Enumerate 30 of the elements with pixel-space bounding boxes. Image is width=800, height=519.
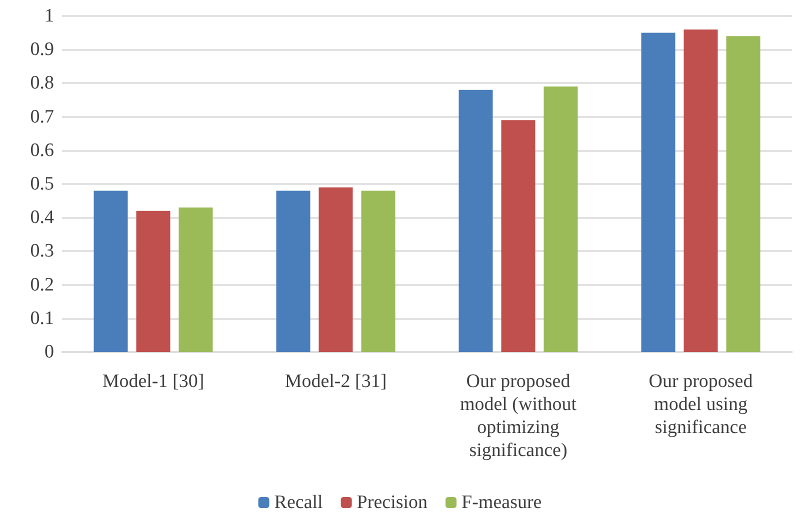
bar xyxy=(684,29,718,352)
bar xyxy=(458,90,493,352)
bar xyxy=(136,210,170,352)
y-tick-label: 0.8 xyxy=(30,72,54,94)
x-tick-label: Model-1 [30] xyxy=(102,371,204,392)
legend-label: F-measure xyxy=(462,492,542,513)
y-tick-label: 0.2 xyxy=(30,274,54,296)
y-tick-label: 0 xyxy=(44,342,54,362)
bar xyxy=(726,36,760,352)
bar xyxy=(178,208,213,352)
bar xyxy=(318,187,353,352)
bar xyxy=(276,190,310,352)
bar xyxy=(501,120,536,352)
y-tick-label: 0.3 xyxy=(30,240,54,262)
bar xyxy=(94,190,128,352)
x-tick-label: Our proposed model using significance xyxy=(648,371,754,438)
legend-label: Recall xyxy=(274,492,323,513)
bar xyxy=(544,86,578,352)
y-tick-label: 0.6 xyxy=(30,140,54,161)
y-tick-label: 0.4 xyxy=(30,207,54,228)
x-tick-label: Model-2 [31] xyxy=(284,371,387,392)
y-tick-label: 0.1 xyxy=(30,308,54,329)
bar xyxy=(361,190,396,352)
legend-label: Precision xyxy=(356,492,428,513)
bar xyxy=(641,32,676,352)
y-tick-label: 0.5 xyxy=(30,174,54,194)
x-tick-label: Our proposed model (without optimizing significance) xyxy=(460,371,578,461)
y-tick-label: 0.7 xyxy=(30,106,54,128)
y-tick-label: 0.9 xyxy=(30,39,54,60)
y-tick-label: 1 xyxy=(44,6,54,26)
